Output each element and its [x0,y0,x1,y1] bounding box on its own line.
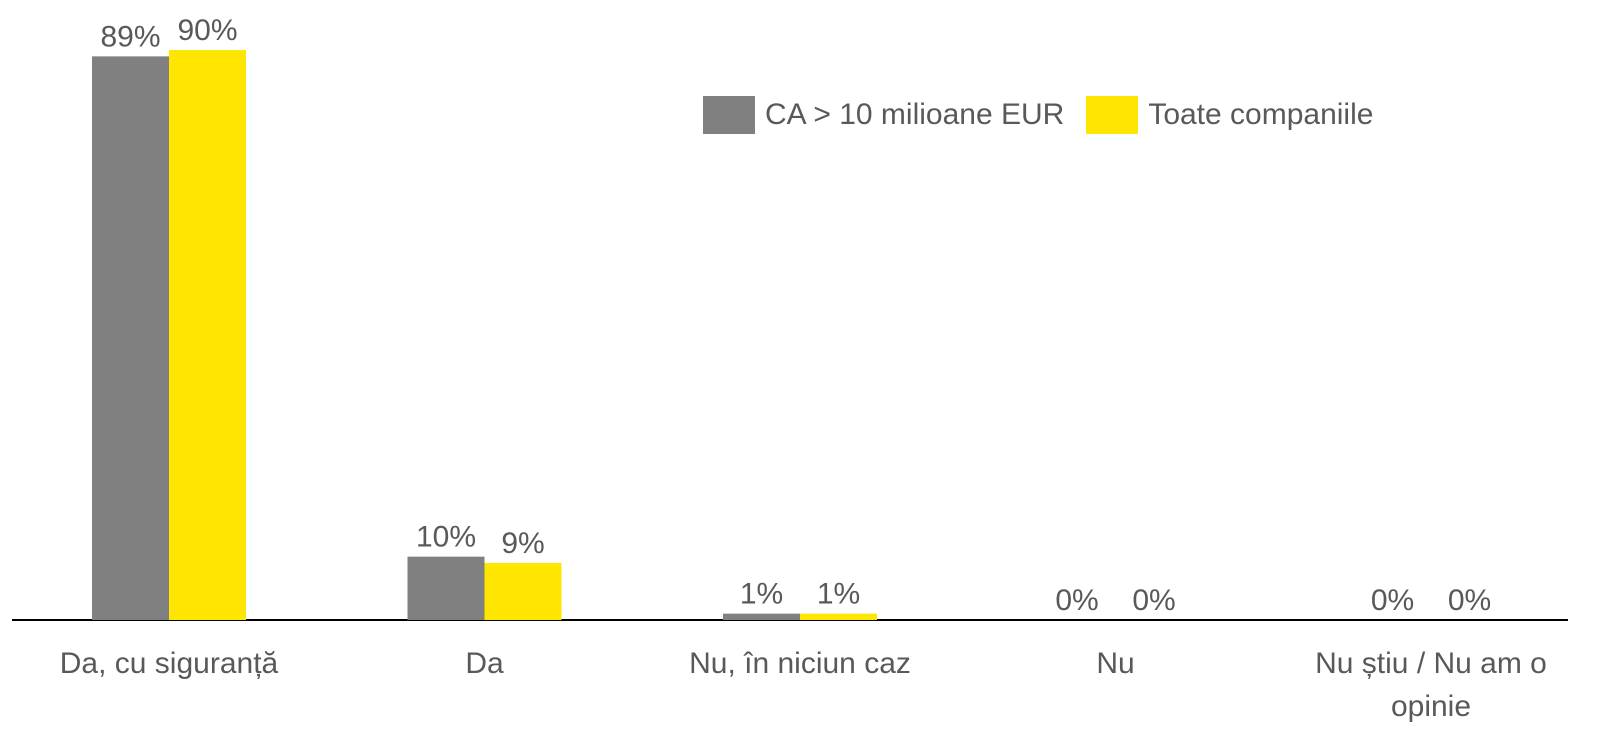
legend-swatch [1086,96,1139,134]
x-tick-label: Nu, în niciun caz [689,647,911,680]
x-tick-label: Nu [1096,647,1135,680]
bar [407,556,485,620]
bar [92,56,169,621]
data-label: 0% [1448,584,1491,617]
legend-label: Toate companiile [1148,98,1374,131]
bar [484,563,562,620]
bar [800,613,877,620]
bar [169,50,246,620]
data-label: 90% [177,14,237,47]
legend-swatch [703,96,755,134]
data-label: 0% [1371,584,1414,617]
bar [723,613,800,620]
data-label: 0% [1055,584,1098,617]
legend-label: CA > 10 milioane EUR [765,98,1065,131]
data-label: 9% [501,527,544,560]
legend-item: Toate companiile [1086,96,1373,134]
data-label: 0% [1132,584,1175,617]
x-tick-label: Da [465,647,504,680]
data-label: 1% [817,578,860,611]
x-tick-label: Da, cu siguranță [59,647,279,680]
x-tick-label: Nu știu / Nu am o opinie [1315,647,1547,723]
legend-item: CA > 10 milioane EUR [703,96,1064,134]
data-label: 89% [100,20,160,53]
legend: CA > 10 milioane EUR Toate companiile [703,96,1395,134]
data-label: 10% [416,521,476,554]
data-label: 1% [740,578,783,611]
